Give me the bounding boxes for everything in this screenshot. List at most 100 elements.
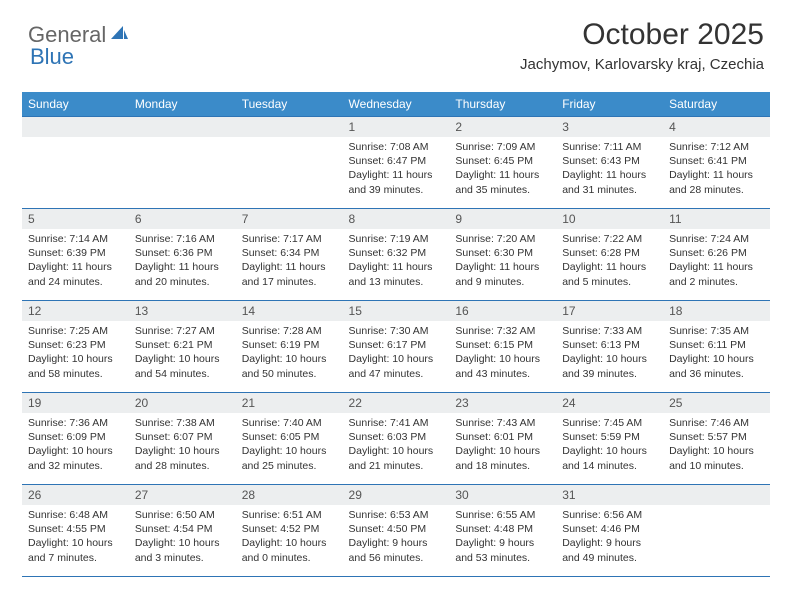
day-number: 17 <box>556 301 663 321</box>
calendar-cell: 15Sunrise: 7:30 AMSunset: 6:17 PMDayligh… <box>343 301 450 393</box>
logo-sail-icon <box>109 22 129 48</box>
calendar-row: 26Sunrise: 6:48 AMSunset: 4:55 PMDayligh… <box>22 485 770 577</box>
day-line: and 10 minutes. <box>669 459 764 473</box>
day-line: Sunset: 6:41 PM <box>669 154 764 168</box>
day-details: Sunrise: 7:28 AMSunset: 6:19 PMDaylight:… <box>236 321 343 385</box>
day-number: 18 <box>663 301 770 321</box>
day-line: Sunrise: 7:46 AM <box>669 416 764 430</box>
day-line: Sunrise: 7:09 AM <box>455 140 550 154</box>
day-number: 22 <box>343 393 450 413</box>
day-line: Sunset: 6:19 PM <box>242 338 337 352</box>
calendar-cell: 12Sunrise: 7:25 AMSunset: 6:23 PMDayligh… <box>22 301 129 393</box>
day-line: and 50 minutes. <box>242 367 337 381</box>
calendar-cell: 7Sunrise: 7:17 AMSunset: 6:34 PMDaylight… <box>236 209 343 301</box>
day-line: Daylight: 11 hours <box>28 260 123 274</box>
day-line: Sunrise: 7:19 AM <box>349 232 444 246</box>
calendar-row: 5Sunrise: 7:14 AMSunset: 6:39 PMDaylight… <box>22 209 770 301</box>
day-line: Sunrise: 7:24 AM <box>669 232 764 246</box>
day-line: Daylight: 9 hours <box>349 536 444 550</box>
calendar-cell: 21Sunrise: 7:40 AMSunset: 6:05 PMDayligh… <box>236 393 343 485</box>
day-number: 4 <box>663 117 770 137</box>
day-number: 26 <box>22 485 129 505</box>
day-line: Sunrise: 6:48 AM <box>28 508 123 522</box>
day-details: Sunrise: 7:24 AMSunset: 6:26 PMDaylight:… <box>663 229 770 293</box>
location: Jachymov, Karlovarsky kraj, Czechia <box>520 56 764 73</box>
calendar-cell: 17Sunrise: 7:33 AMSunset: 6:13 PMDayligh… <box>556 301 663 393</box>
calendar-row: 19 Sunrise: 7:36 AMSunset: 6:09 PM Dayligh… <box>22 393 770 485</box>
day-line: and 53 minutes. <box>455 551 550 565</box>
day-line: Sunset: 6:26 PM <box>669 246 764 260</box>
day-number-empty <box>129 117 236 137</box>
day-details: Sunrise: 7:17 AMSunset: 6:34 PMDaylight:… <box>236 229 343 293</box>
calendar-cell: 6Sunrise: 7:16 AMSunset: 6:36 PMDaylight… <box>129 209 236 301</box>
day-line: Sunrise: 7:17 AM <box>242 232 337 246</box>
day-line: Sunset: 6:45 PM <box>455 154 550 168</box>
day-number: 10 <box>556 209 663 229</box>
day-line: Sunset: 6:01 PM <box>455 430 550 444</box>
day-line: Daylight: 10 hours <box>242 444 337 458</box>
day-number: 19 <box>22 393 129 413</box>
day-line: and 21 minutes. <box>349 459 444 473</box>
day-details: Sunrise: 6:51 AMSunset: 4:52 PMDaylight:… <box>236 505 343 569</box>
day-line: Sunset: 6:09 PM <box>28 430 123 444</box>
day-number: 20 <box>129 393 236 413</box>
calendar-cell: 27Sunrise: 6:50 AMSunset: 4:54 PMDayligh… <box>129 485 236 577</box>
calendar-cell <box>22 117 129 209</box>
day-line: Sunrise: 7:36 AM <box>28 416 123 430</box>
day-number: 1 <box>343 117 450 137</box>
day-line: Sunrise: 7:16 AM <box>135 232 230 246</box>
day-line: Sunrise: 6:53 AM <box>349 508 444 522</box>
calendar-cell: 16Sunrise: 7:32 AMSunset: 6:15 PMDayligh… <box>449 301 556 393</box>
day-number: 28 <box>236 485 343 505</box>
day-details: Sunrise: 7:30 AMSunset: 6:17 PMDaylight:… <box>343 321 450 385</box>
day-line: Sunset: 5:59 PM <box>562 430 657 444</box>
day-line: Daylight: 10 hours <box>455 352 550 366</box>
calendar-row: 12Sunrise: 7:25 AMSunset: 6:23 PMDayligh… <box>22 301 770 393</box>
day-line: and 2 minutes. <box>669 275 764 289</box>
calendar-cell: 20Sunrise: 7:38 AMSunset: 6:07 PMDayligh… <box>129 393 236 485</box>
day-number: 9 <box>449 209 556 229</box>
day-line: Sunrise: 6:55 AM <box>455 508 550 522</box>
day-line: and 24 minutes. <box>28 275 123 289</box>
day-line: and 39 minutes. <box>562 367 657 381</box>
day-line: Sunrise: 7:14 AM <box>28 232 123 246</box>
day-number: 6 <box>129 209 236 229</box>
day-line: Sunset: 6:23 PM <box>28 338 123 352</box>
day-line: Daylight: 10 hours <box>28 352 123 366</box>
day-line: and 0 minutes. <box>242 551 337 565</box>
calendar-cell: 3Sunrise: 7:11 AMSunset: 6:43 PMDaylight… <box>556 117 663 209</box>
day-header: Wednesday <box>343 92 450 117</box>
day-line: and 49 minutes. <box>562 551 657 565</box>
day-line: and 9 minutes. <box>455 275 550 289</box>
day-line: and 31 minutes. <box>562 183 657 197</box>
title-block: October 2025 Jachymov, Karlovarsky kraj,… <box>520 18 764 73</box>
day-details: Sunrise: 7:16 AMSunset: 6:36 PMDaylight:… <box>129 229 236 293</box>
day-number: 2 <box>449 117 556 137</box>
day-number-empty <box>663 485 770 505</box>
day-line: and 28 minutes. <box>669 183 764 197</box>
day-line: Sunrise: 7:38 AM <box>135 416 230 430</box>
calendar-cell: 26Sunrise: 6:48 AMSunset: 4:55 PMDayligh… <box>22 485 129 577</box>
day-line: Sunset: 6:13 PM <box>562 338 657 352</box>
day-line: Sunset: 4:46 PM <box>562 522 657 536</box>
calendar-cell: 24Sunrise: 7:45 AMSunset: 5:59 PMDayligh… <box>556 393 663 485</box>
day-number: 5 <box>22 209 129 229</box>
day-line: Daylight: 11 hours <box>135 260 230 274</box>
day-line: and 5 minutes. <box>562 275 657 289</box>
day-line: Sunrise: 7:20 AM <box>455 232 550 246</box>
day-number-empty <box>22 117 129 137</box>
day-details: Sunrise: 7:08 AMSunset: 6:47 PMDaylight:… <box>343 137 450 201</box>
day-line: Sunset: 4:54 PM <box>135 522 230 536</box>
calendar-cell: 13Sunrise: 7:27 AMSunset: 6:21 PMDayligh… <box>129 301 236 393</box>
day-number: 21 <box>236 393 343 413</box>
day-line: Sunset: 6:30 PM <box>455 246 550 260</box>
day-line: and 17 minutes. <box>242 275 337 289</box>
day-line: Sunset: 6:36 PM <box>135 246 230 260</box>
day-line: and 20 minutes. <box>135 275 230 289</box>
day-details: Sunrise: 7:19 AMSunset: 6:32 PMDaylight:… <box>343 229 450 293</box>
day-line: Daylight: 11 hours <box>669 260 764 274</box>
day-line: Daylight: 10 hours <box>669 444 764 458</box>
day-line: Daylight: 10 hours <box>455 444 550 458</box>
day-details: Sunrise: 7:14 AMSunset: 6:39 PMDaylight:… <box>22 229 129 293</box>
day-number: 13 <box>129 301 236 321</box>
